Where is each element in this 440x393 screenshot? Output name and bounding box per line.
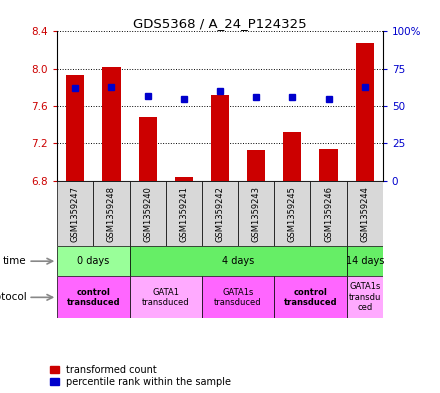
Bar: [238, 181, 274, 246]
Bar: [129, 246, 347, 276]
Text: GSM1359245: GSM1359245: [288, 186, 297, 242]
Text: control
transduced: control transduced: [66, 288, 120, 307]
Text: 4 days: 4 days: [222, 256, 254, 266]
Text: control
transduced: control transduced: [284, 288, 337, 307]
Text: GSM1359247: GSM1359247: [71, 186, 80, 242]
Legend: transformed count, percentile rank within the sample: transformed count, percentile rank withi…: [49, 364, 232, 388]
Bar: [57, 181, 93, 246]
Bar: [311, 181, 347, 246]
Text: GSM1359242: GSM1359242: [216, 186, 224, 242]
Bar: [347, 276, 383, 318]
Bar: [247, 150, 265, 181]
Bar: [139, 117, 157, 181]
Bar: [129, 276, 202, 318]
Text: 14 days: 14 days: [345, 256, 384, 266]
Bar: [202, 181, 238, 246]
Bar: [175, 177, 193, 181]
Bar: [57, 246, 129, 276]
Bar: [356, 42, 374, 181]
Text: GATA1
transduced: GATA1 transduced: [142, 288, 190, 307]
Text: protocol: protocol: [0, 292, 26, 302]
Bar: [103, 67, 121, 181]
Bar: [347, 181, 383, 246]
Text: GSM1359244: GSM1359244: [360, 186, 369, 242]
Bar: [166, 181, 202, 246]
Text: GSM1359241: GSM1359241: [180, 186, 188, 242]
Bar: [129, 181, 166, 246]
Text: GSM1359246: GSM1359246: [324, 186, 333, 242]
Bar: [283, 132, 301, 181]
Bar: [274, 276, 347, 318]
Bar: [319, 149, 337, 181]
Text: 0 days: 0 days: [77, 256, 110, 266]
Bar: [202, 276, 274, 318]
Bar: [93, 181, 129, 246]
Text: GATA1s
transduced: GATA1s transduced: [214, 288, 262, 307]
Bar: [211, 95, 229, 181]
Text: GATA1s
transdu
ced: GATA1s transdu ced: [348, 283, 381, 312]
Text: GSM1359240: GSM1359240: [143, 186, 152, 242]
Text: time: time: [3, 256, 26, 266]
Text: GSM1359243: GSM1359243: [252, 186, 260, 242]
Bar: [57, 276, 129, 318]
Bar: [66, 75, 84, 181]
Bar: [274, 181, 311, 246]
Title: GDS5368 / A_24_P124325: GDS5368 / A_24_P124325: [133, 17, 307, 30]
Text: GSM1359248: GSM1359248: [107, 186, 116, 242]
Bar: [347, 246, 383, 276]
